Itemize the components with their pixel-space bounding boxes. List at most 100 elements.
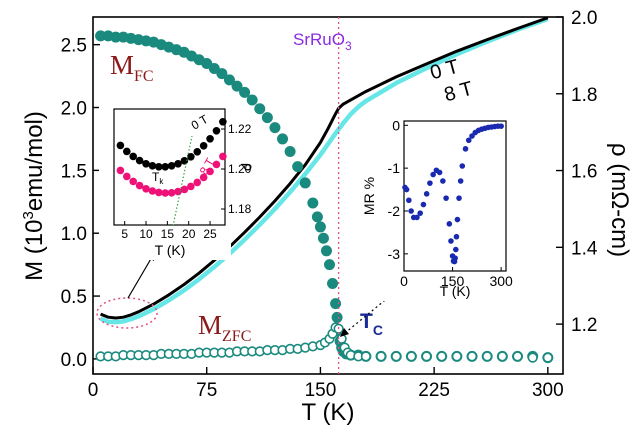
data-point-M_ZFC <box>421 351 432 362</box>
main-ticks: 0 75 150 225 3000.00.51.01.52.02.51.21.41.61… <box>61 8 598 401</box>
y-left-tick-label: 1.5 <box>61 161 87 182</box>
left-inset-point-8T <box>148 187 157 195</box>
right-inset-point-MR <box>420 201 427 208</box>
left-inset-point-0T <box>180 157 189 165</box>
right-inset-point-MR <box>440 178 446 184</box>
y-left-tick-label: 1.0 <box>61 224 87 245</box>
data-point-M_ZFC <box>497 351 508 362</box>
data-point-M_FC <box>239 86 251 98</box>
data-point-M_FC <box>269 122 281 134</box>
right-inset-point-MR <box>453 233 460 240</box>
left-inset-point-0T <box>116 141 125 150</box>
x-tick-label: 225 <box>418 380 450 401</box>
right-inset-y-label: MR % <box>361 177 377 215</box>
left-inset-point-0T <box>206 135 214 143</box>
right-inset-point-MR <box>423 191 430 197</box>
left-inset-point-0T <box>123 147 131 156</box>
data-point-M_FC <box>277 133 289 145</box>
left-inset-x-label: T (K) <box>155 242 186 258</box>
x-axis-label: T (K) <box>302 399 355 426</box>
right-inset-point-MR <box>453 246 459 253</box>
x-tick-label: 150 <box>305 380 337 401</box>
data-point-M_FC <box>331 311 343 323</box>
right-inset-point-MR <box>430 171 436 178</box>
left-inset-point-8T <box>187 182 195 191</box>
y-left-tick-label: 0.0 <box>61 350 87 371</box>
right-inset-ticks: 0 150 300 0 -1 -2 -3 <box>388 117 513 289</box>
left-inset-point-8T <box>174 187 182 196</box>
data-point-M_ZFC <box>527 352 538 363</box>
arrow-head-tc <box>340 328 349 337</box>
right-inset-point-MR <box>448 238 454 244</box>
tk-guide-line <box>172 135 193 227</box>
left-inset-ticks: 5 10 15 20 25 1.18 1.20 1.22 <box>121 122 251 241</box>
main-plot-frame <box>92 16 564 375</box>
data-point-M_ZFC <box>406 351 417 362</box>
left-inset-point-8T <box>155 188 163 197</box>
x-tick-label: 300 <box>532 380 564 401</box>
right-inset-x-label: T (K) <box>440 283 471 299</box>
right-inset-point-MR <box>436 169 443 176</box>
right-inset-x-tick-label: 0 <box>400 273 408 289</box>
y-left-tick-label: 2.0 <box>61 99 87 120</box>
right-inset-y-tick-label: -1 <box>388 160 401 176</box>
data-point-M_FC <box>324 259 336 271</box>
right-inset-point-MR <box>443 195 449 201</box>
left-inset-point-0T <box>142 160 150 168</box>
y-left-tick-label: 0.5 <box>61 287 87 308</box>
right-inset-point-MR <box>456 195 462 201</box>
right-inset-point-MR <box>459 163 466 169</box>
data-point-M_FC <box>231 80 243 92</box>
data-point-M_ZFC <box>391 351 402 362</box>
right-inset-point-MR <box>406 197 412 204</box>
left-inset-point-0T <box>135 156 144 165</box>
left-inset-point-8T <box>116 166 125 175</box>
right-inset-point-MR <box>417 210 423 216</box>
right-inset-point-MR <box>498 123 504 129</box>
left-inset-background <box>99 101 231 260</box>
left-inset-y-tick-label: 1.22 <box>228 122 252 136</box>
left-inset-point-8T <box>142 185 150 193</box>
y-axis-label-right: ρ (mΩ-cm) <box>606 143 633 257</box>
y-right-tick-label: 1.2 <box>571 315 597 336</box>
data-point-M_FC <box>299 177 311 189</box>
right-inset-point-MR <box>427 180 433 186</box>
data-point-M_ZFC <box>451 351 462 362</box>
right-inset-point-MR <box>462 146 469 152</box>
data-point-M_FC <box>208 63 220 75</box>
right-inset-point-MR <box>414 214 420 221</box>
left-inset-x-tick-label: 20 <box>182 227 196 241</box>
right-inset-x-tick-label: 300 <box>489 273 513 289</box>
left-inset-point-0T <box>129 152 138 161</box>
series-line-rho_8T <box>99 16 549 325</box>
data-point-M_FC <box>284 146 296 158</box>
mzfc-label: MZFC <box>198 310 251 345</box>
left-inset-point-8T <box>129 177 138 186</box>
data-point-M_ZFC <box>436 351 447 362</box>
data-point-M_ZFC <box>466 351 478 362</box>
data-point-M_ZFC <box>375 351 387 362</box>
data-point-M_ZFC <box>512 351 523 362</box>
data-point-M_FC <box>317 232 329 244</box>
data-point-M_FC <box>201 58 213 70</box>
series-line-rho_0T <box>100 16 549 320</box>
left-inset-point-0T <box>167 162 176 170</box>
left-inset-point-8T <box>212 160 221 169</box>
y-right-tick-label: 1.4 <box>571 238 598 259</box>
data-point-M_ZFC <box>360 351 372 362</box>
data-point-M_FC <box>307 197 319 209</box>
right-inset-x-tick-label: 150 <box>441 273 465 289</box>
left-inset-point-8T <box>167 189 176 197</box>
mfc-label: MFC <box>110 50 154 85</box>
left-inset-point-8T <box>135 181 144 190</box>
y-right-tick-label: 2.0 <box>571 8 597 29</box>
label-8T-main: 8 T <box>442 78 475 107</box>
left-inset-point-8T <box>193 178 202 187</box>
data-point-M_FC <box>216 68 228 80</box>
left-inset-point-0T <box>174 160 182 168</box>
data-point-M_FC <box>261 112 273 124</box>
right-inset-y-tick-label: -3 <box>388 246 401 262</box>
low-temp-minimum-ellipse <box>96 297 158 329</box>
